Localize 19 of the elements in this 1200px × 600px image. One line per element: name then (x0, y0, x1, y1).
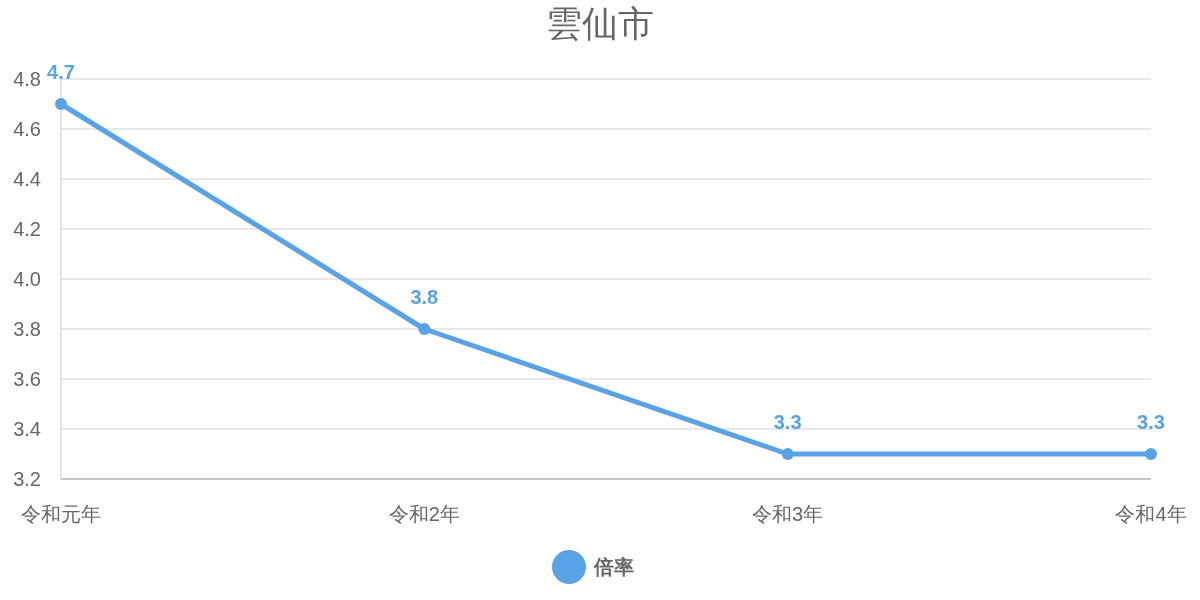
x-tick-label: 令和4年 (1115, 503, 1187, 525)
text: 3.2 (13, 468, 41, 490)
data-label: 3.3 (1137, 411, 1165, 433)
text: 4.8 (13, 68, 41, 90)
chart-title: 雲仙市 (546, 3, 654, 44)
x-tick-label: 令和2年 (388, 503, 460, 525)
text: 4.0 (13, 268, 41, 290)
text: 4.4 (13, 168, 41, 190)
x-tick-label: 令和3年 (752, 503, 824, 525)
data-label: 4.7 (47, 61, 75, 83)
data-label: 3.3 (773, 411, 802, 433)
text: 4.6 (13, 118, 41, 140)
text: 3.8 (13, 318, 41, 340)
data-label: 3.8 (410, 286, 439, 308)
x-tick-label: 令和元年 (21, 503, 101, 525)
legend-label: 倍率 (593, 556, 634, 578)
text: 3.6 (13, 368, 41, 390)
text: 3.4 (13, 418, 41, 440)
text: 4.2 (13, 218, 41, 240)
